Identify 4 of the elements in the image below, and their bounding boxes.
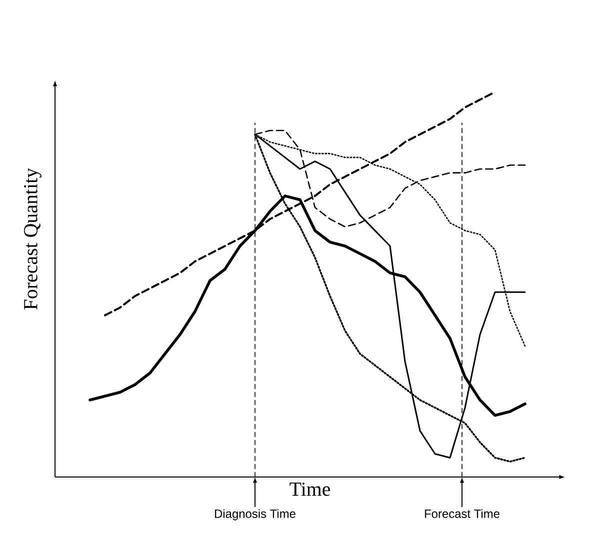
y-axis-title: Forecast Quantity [24,168,42,310]
x-axis-title: Time [290,482,330,496]
text: Forecast Time [425,509,500,518]
text: Diagnosis Time [215,509,296,520]
